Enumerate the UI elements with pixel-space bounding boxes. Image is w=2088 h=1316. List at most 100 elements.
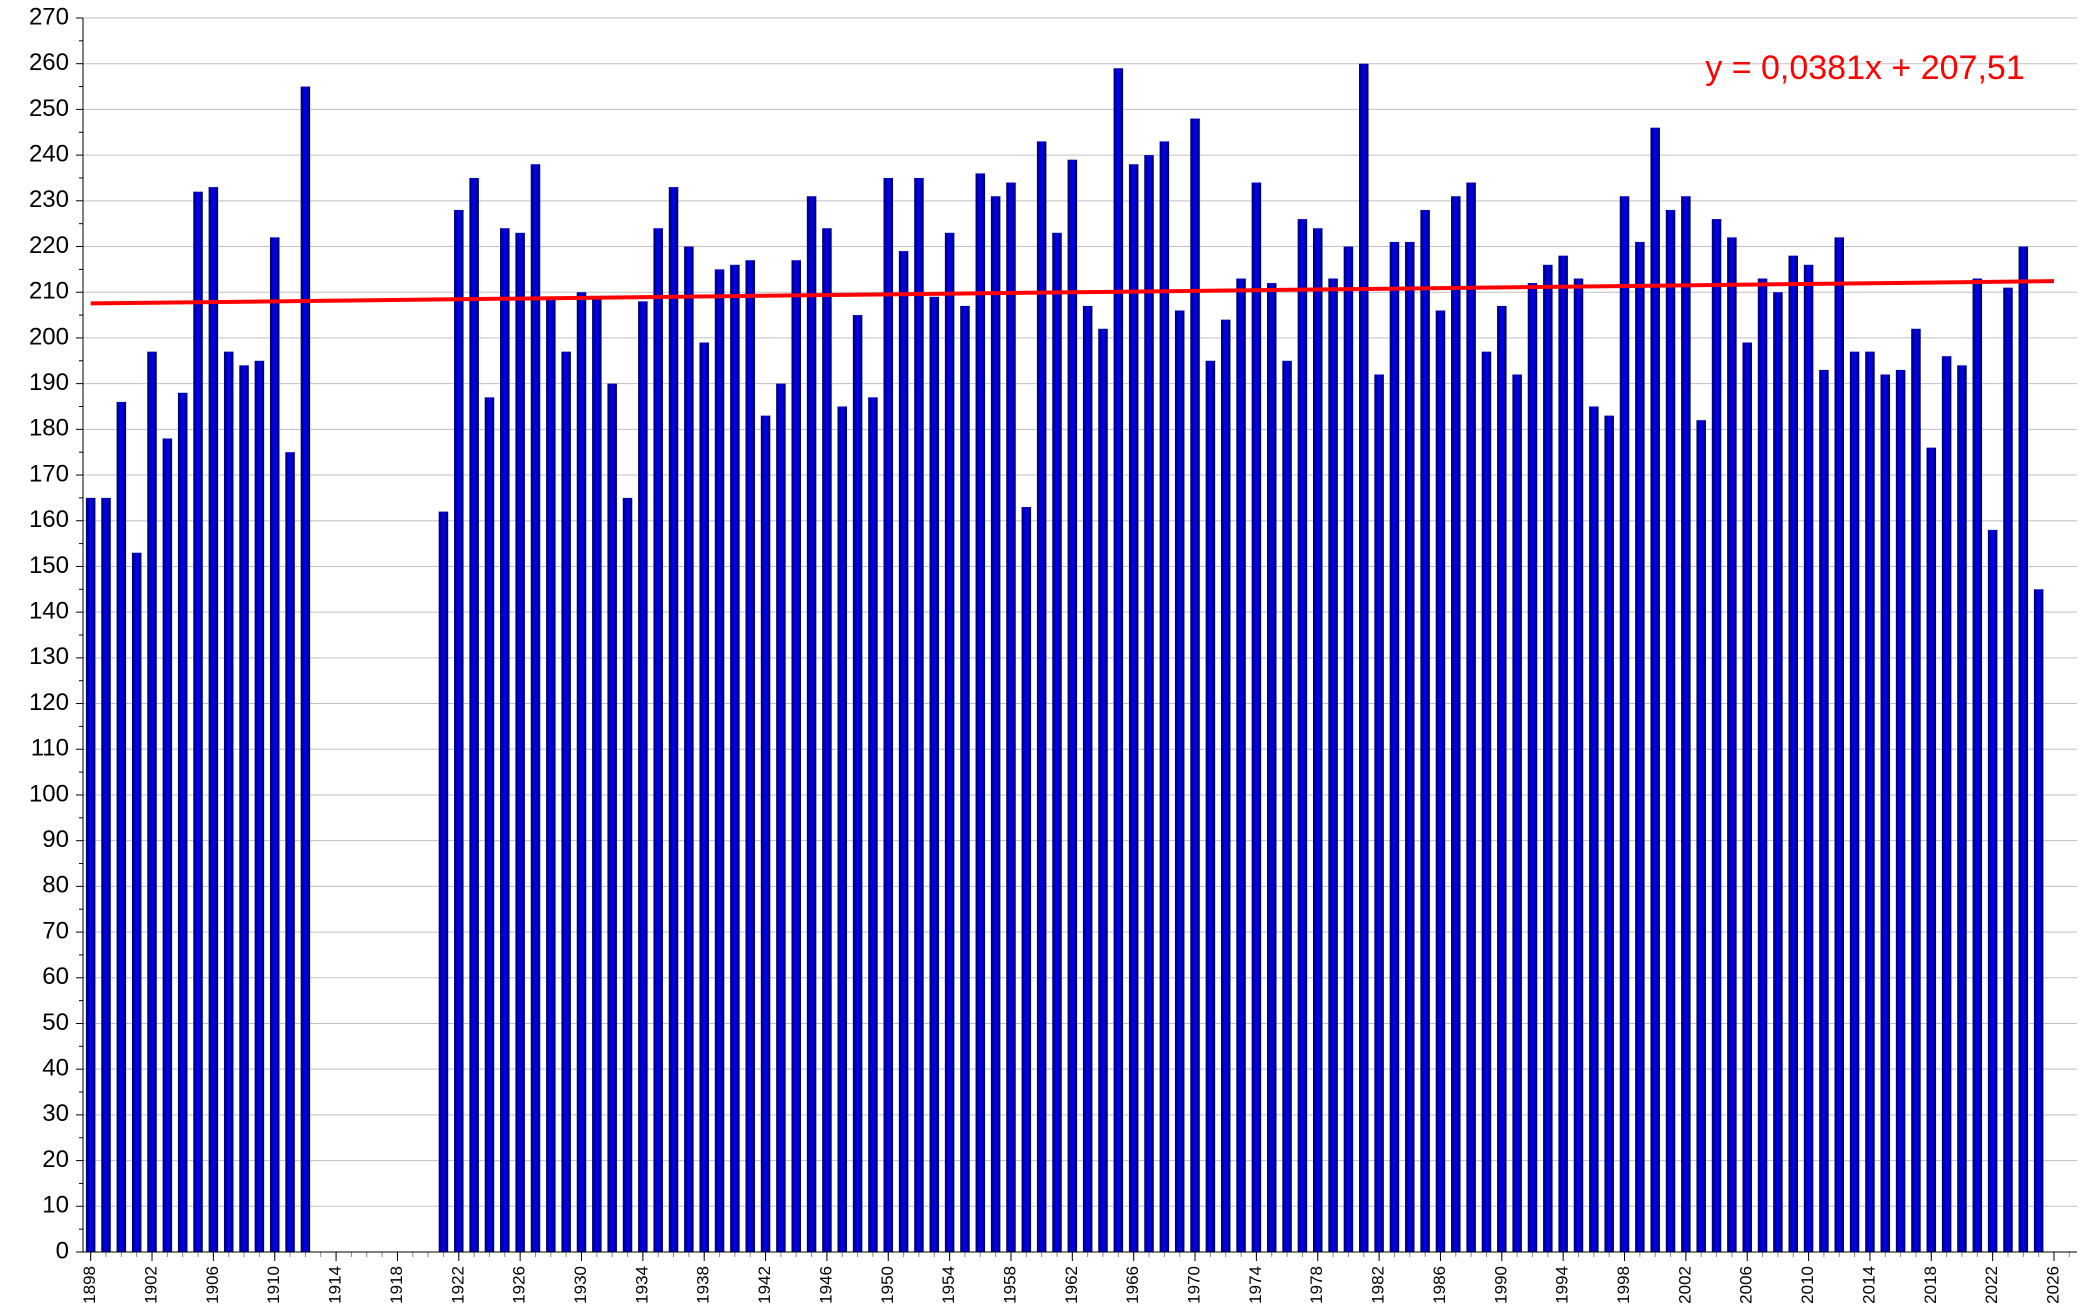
x-tick-label: 1978 [1307, 1266, 1326, 1304]
y-tick-label: 140 [29, 597, 69, 624]
bar [1911, 328, 1921, 1253]
bar [1972, 278, 1983, 1252]
bar [131, 552, 142, 1252]
y-tick-label: 240 [29, 140, 69, 167]
bar [177, 392, 188, 1252]
bar [1543, 264, 1553, 1252]
bar [1696, 420, 1706, 1252]
x-tick-label: 1998 [1614, 1266, 1633, 1304]
y-tick-label: 270 [29, 3, 69, 30]
y-tick-label: 90 [42, 826, 69, 853]
x-tick-label: 2006 [1737, 1266, 1756, 1304]
bar [990, 196, 1001, 1253]
bar [929, 296, 940, 1252]
bar [576, 292, 587, 1252]
x-tick-label: 1990 [1491, 1266, 1510, 1304]
y-tick-label: 110 [31, 735, 69, 762]
y-tick-label: 190 [29, 369, 69, 396]
bar [1405, 241, 1415, 1253]
bar [1328, 278, 1338, 1252]
bar [1174, 310, 1185, 1253]
bar [2033, 589, 2044, 1252]
bar [1420, 209, 1430, 1252]
bar [638, 301, 648, 1252]
x-tick-label: 1950 [878, 1266, 897, 1304]
bar [1082, 305, 1093, 1252]
bar [1788, 255, 1798, 1253]
bar [1021, 507, 1032, 1252]
y-tick-label: 70 [42, 917, 69, 944]
bar [1451, 196, 1461, 1253]
y-tick-label: 210 [29, 278, 69, 305]
x-tick-label: 1926 [510, 1266, 529, 1304]
bar [822, 228, 832, 1252]
bar [1987, 529, 1998, 1252]
bar [1727, 237, 1737, 1252]
bar [1497, 305, 1507, 1252]
bar [1297, 219, 1308, 1252]
bar [1113, 68, 1124, 1253]
bar [1819, 369, 1829, 1252]
y-tick-label: 150 [29, 552, 69, 579]
x-tick-label: 1898 [80, 1266, 99, 1304]
y-tick-label: 40 [42, 1055, 69, 1082]
bar [1159, 141, 1170, 1252]
bar [454, 209, 464, 1252]
y-tick-label: 100 [29, 780, 69, 807]
bar [1665, 209, 1676, 1252]
bar [101, 497, 111, 1252]
bar [868, 397, 878, 1253]
bar [193, 191, 203, 1252]
bar [852, 315, 863, 1252]
bar [1220, 319, 1231, 1253]
x-tick-label: 1954 [939, 1266, 958, 1304]
bar [1711, 219, 1722, 1252]
bar [806, 196, 817, 1253]
x-tick-label: 1938 [694, 1266, 713, 1304]
bar [668, 187, 679, 1252]
x-tick-label: 2018 [1921, 1266, 1940, 1304]
bar [1144, 155, 1154, 1253]
x-tick-label: 1930 [571, 1266, 590, 1304]
bar [85, 497, 96, 1252]
bar [1466, 182, 1476, 1253]
bar [837, 406, 848, 1253]
x-tick-label: 2014 [1859, 1266, 1878, 1304]
bar [285, 452, 295, 1252]
x-tick-label: 1966 [1123, 1266, 1142, 1304]
x-tick-label: 1970 [1185, 1266, 1204, 1304]
bar [684, 246, 694, 1252]
bar [975, 173, 986, 1253]
bar [1190, 118, 1200, 1253]
bar [1251, 182, 1262, 1253]
bar [960, 305, 970, 1252]
bar [1098, 328, 1108, 1253]
bar [2018, 246, 2029, 1252]
x-tick-label: 1994 [1553, 1266, 1572, 1304]
y-tick-label: 50 [42, 1009, 69, 1036]
bar [530, 164, 541, 1253]
y-tick-label: 10 [42, 1192, 69, 1219]
bar [730, 264, 740, 1252]
x-tick-label: 1982 [1369, 1266, 1388, 1304]
y-tick-label: 170 [29, 460, 69, 487]
bar [1650, 127, 1660, 1253]
bar [745, 260, 755, 1253]
y-tick-label: 130 [29, 643, 69, 670]
bar [1681, 196, 1691, 1253]
x-tick-label: 1958 [1000, 1266, 1019, 1304]
bar [1205, 360, 1216, 1252]
x-tick-label: 2026 [2043, 1266, 2062, 1304]
bar [1128, 164, 1139, 1253]
bar [561, 351, 571, 1252]
x-tick-label: 1946 [816, 1266, 835, 1304]
bar [1036, 141, 1047, 1252]
x-tick-label: 1962 [1062, 1266, 1081, 1304]
bar [1619, 196, 1630, 1253]
y-tick-label: 80 [42, 872, 69, 899]
x-tick-label: 1974 [1246, 1266, 1265, 1304]
bar [116, 401, 127, 1252]
bar [1573, 278, 1584, 1252]
bar [1880, 374, 1891, 1252]
y-tick-label: 230 [29, 186, 69, 213]
